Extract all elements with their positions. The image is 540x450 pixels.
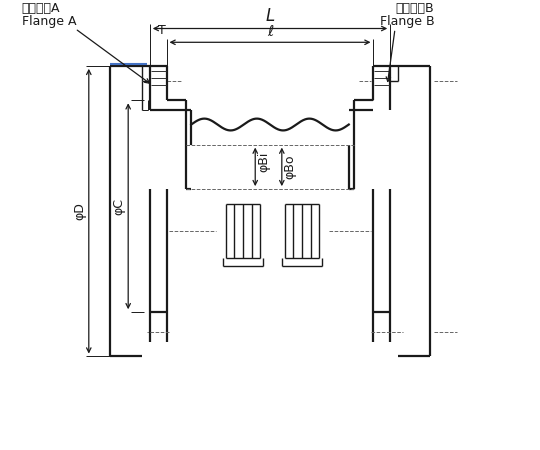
Text: フランジA: フランジA: [22, 2, 60, 15]
Text: φD: φD: [73, 202, 86, 220]
Text: φBi: φBi: [257, 152, 270, 172]
Text: L: L: [265, 7, 275, 25]
Text: T: T: [158, 24, 166, 37]
Text: φC: φC: [113, 198, 126, 215]
Text: フランジB: フランジB: [396, 2, 435, 15]
Text: φBo: φBo: [284, 155, 297, 179]
Text: Flange A: Flange A: [22, 14, 76, 27]
Text: Flange B: Flange B: [380, 14, 435, 27]
Text: ℓ: ℓ: [267, 24, 273, 39]
